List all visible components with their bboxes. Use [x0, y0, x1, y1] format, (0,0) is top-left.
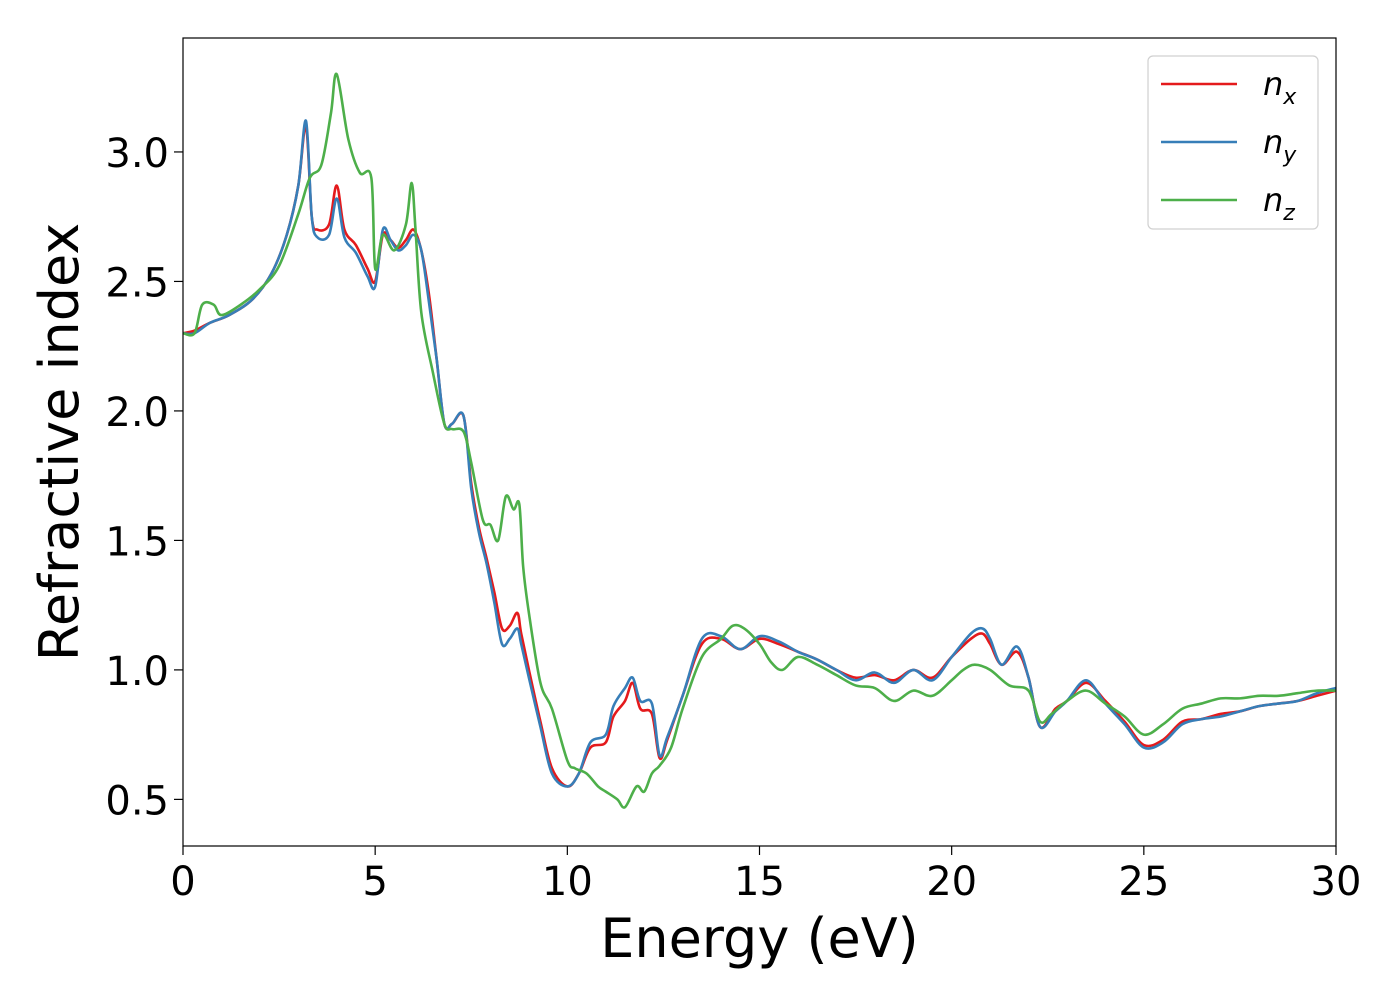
- x-tick-label: 30: [1311, 859, 1362, 905]
- legend-label-base: n: [1263, 123, 1283, 161]
- y-tick-label: 2.5: [105, 260, 169, 306]
- y-tick-label: 1.0: [105, 649, 169, 695]
- x-axis-label: Energy (eV): [600, 907, 919, 970]
- legend-label-base: n: [1263, 65, 1283, 103]
- y-tick-label: 1.5: [105, 519, 169, 565]
- legend-label-base: n: [1263, 181, 1283, 219]
- y-tick-label: 0.5: [105, 778, 169, 824]
- legend-label-y: ny: [1263, 123, 1297, 168]
- series-layer: [183, 72, 1336, 809]
- legend-label-subscript: z: [1282, 201, 1295, 226]
- legend-label-subscript: y: [1282, 143, 1297, 168]
- y-tick-label: 3.0: [105, 131, 169, 177]
- x-tick-label: 15: [734, 859, 785, 905]
- legend-label-subscript: x: [1282, 85, 1297, 110]
- y-ticks: 0.5 1.0 1.5 2.0 2.5 3.0: [105, 131, 183, 824]
- x-tick-label: 10: [542, 859, 593, 905]
- legend-label-z: nz: [1263, 181, 1295, 226]
- x-ticks: 0 5 10 15 20 25 30: [170, 846, 1361, 905]
- legend-label-x: nx: [1263, 65, 1297, 110]
- y-tick-label: 2.0: [105, 390, 169, 436]
- x-tick-label: 5: [362, 859, 387, 905]
- x-tick-label: 25: [1118, 859, 1169, 905]
- series-line-z: [183, 72, 1336, 809]
- x-tick-label: 20: [926, 859, 977, 905]
- x-tick-label: 0: [170, 859, 195, 905]
- y-axis-label: Refractive index: [28, 223, 91, 662]
